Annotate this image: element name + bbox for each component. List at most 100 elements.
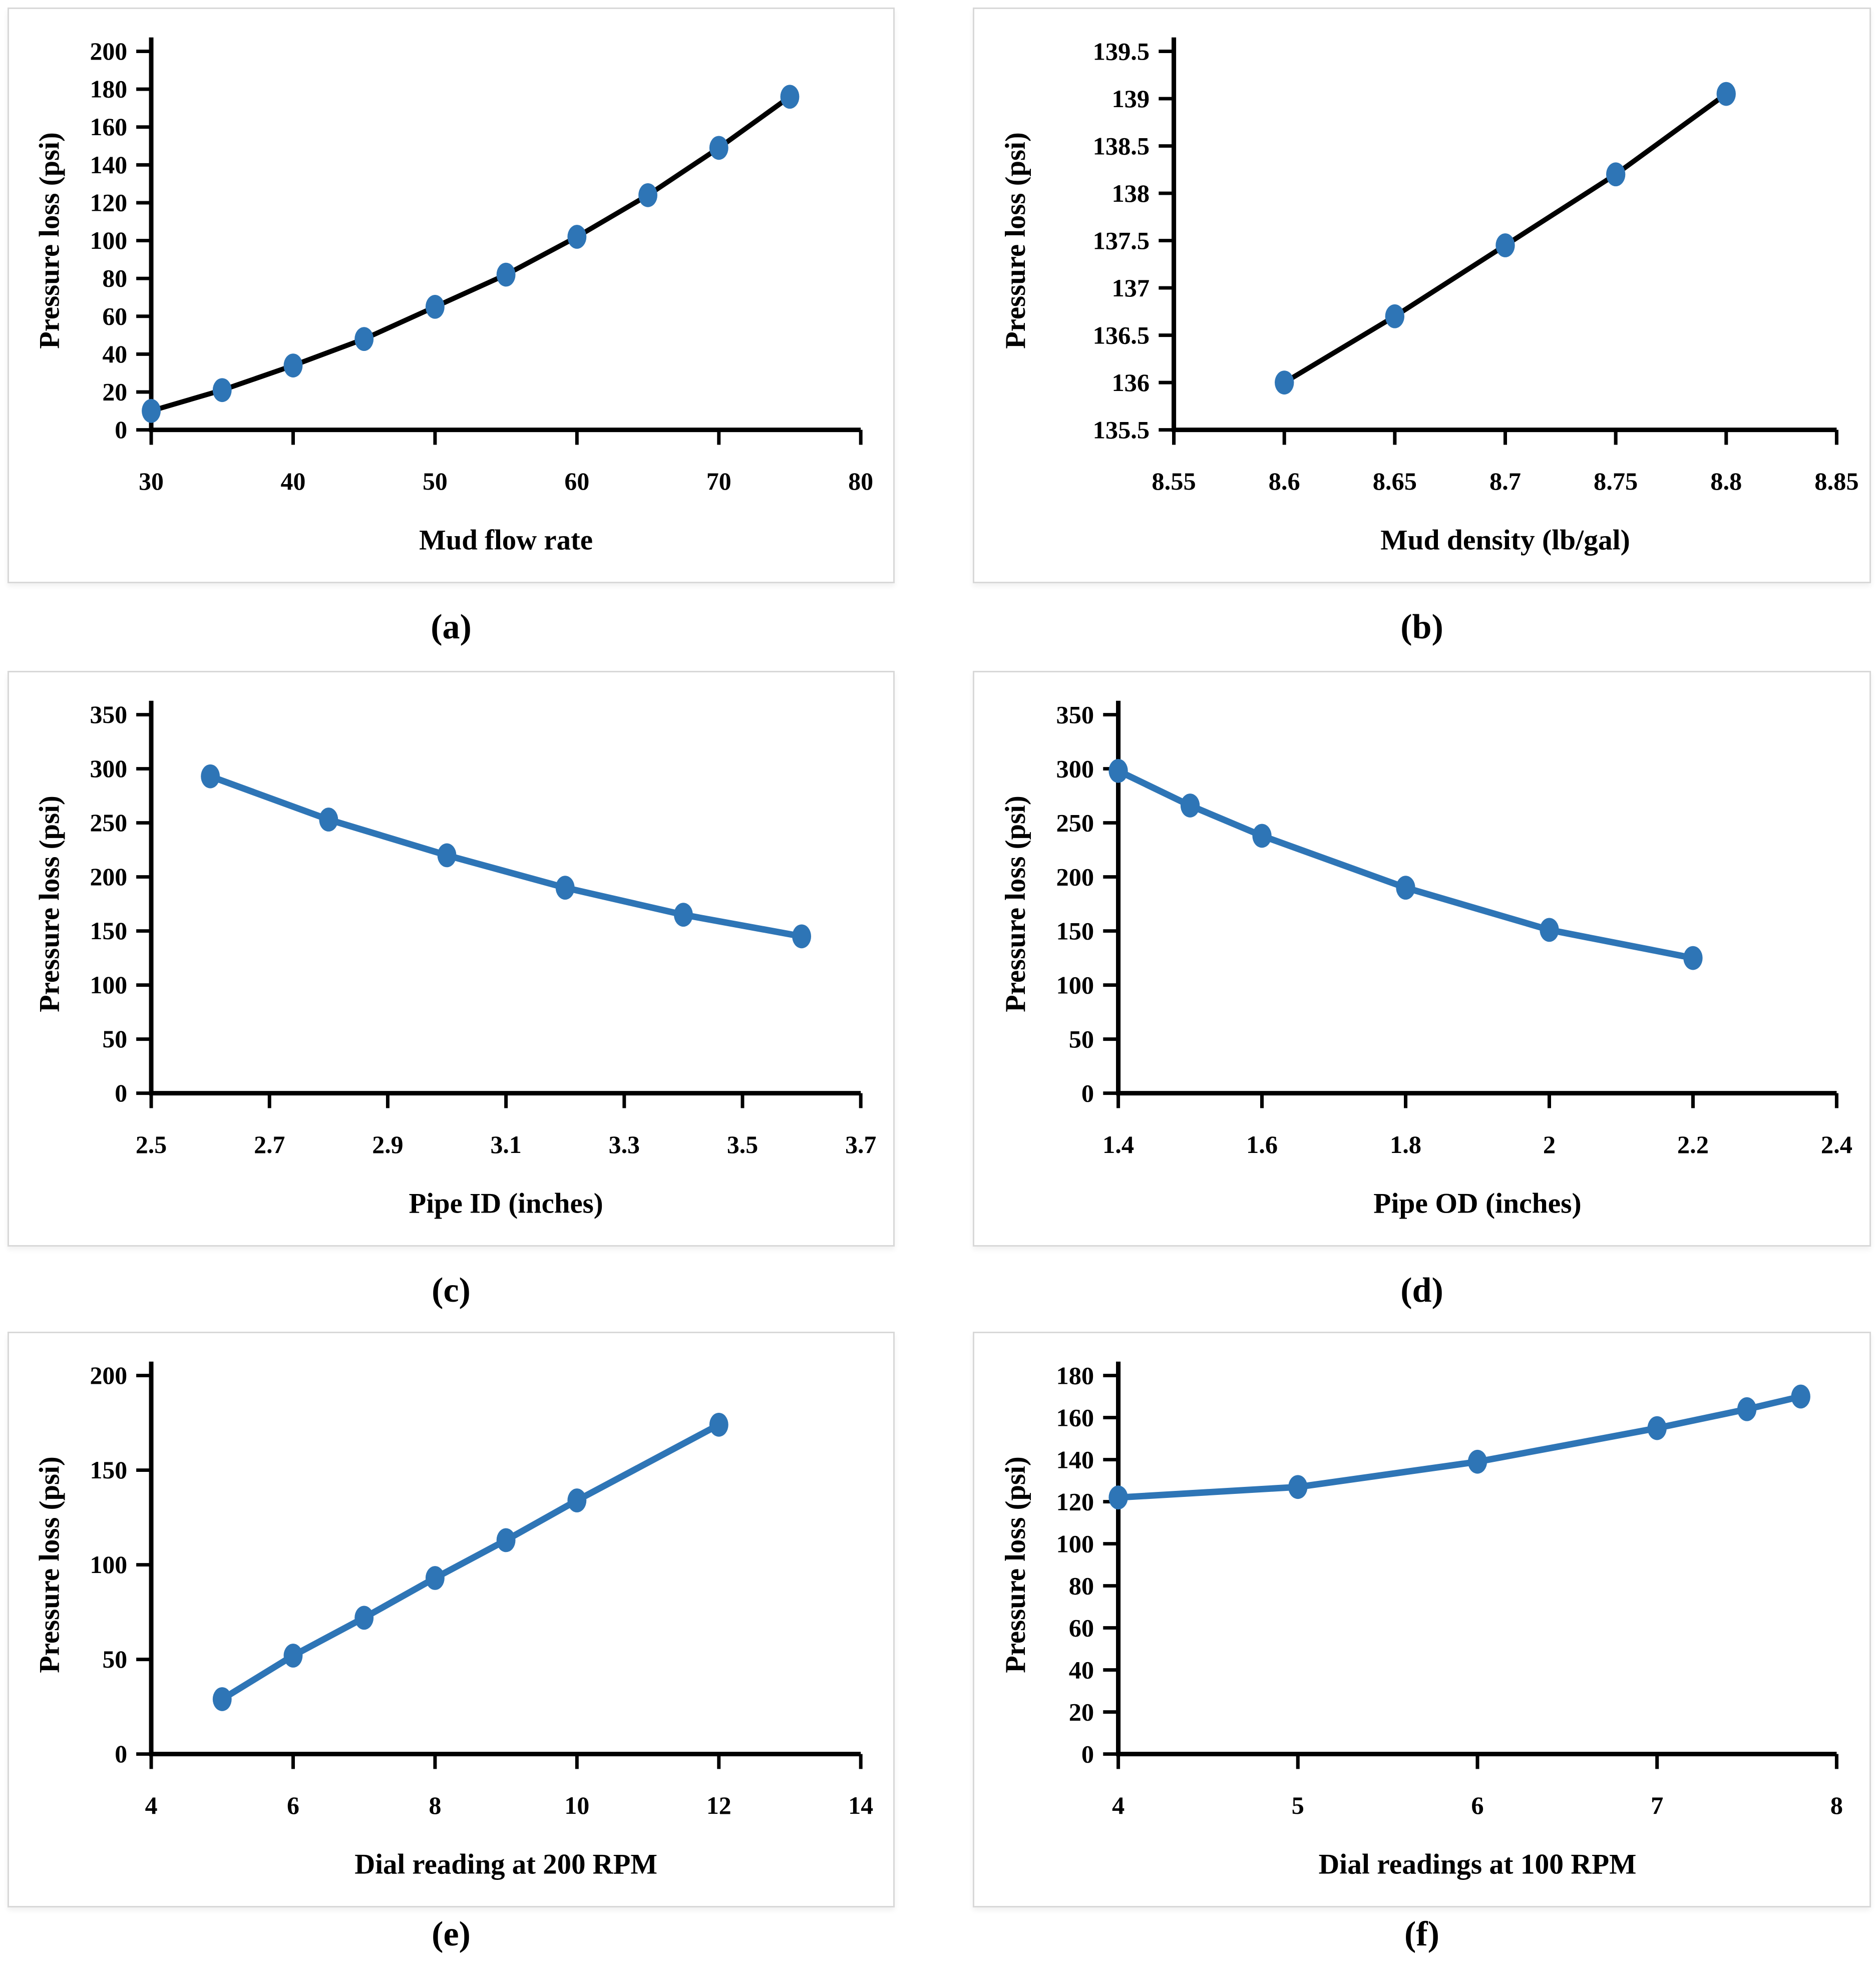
y-tick-label: 150 [90, 1456, 127, 1484]
x-axis-title: Mud density (lb/gal) [1380, 525, 1630, 556]
data-point [425, 295, 445, 319]
y-tick-label: 136.5 [1093, 321, 1150, 349]
figure-block-c: 0 50 100 150 200 250 300 350 2.5 2.7 2.9 3.1 3.3 3.5 3… [8, 671, 895, 1334]
y-tick-label: 0 [115, 1740, 127, 1768]
y-tick-label: 150 [90, 917, 127, 945]
y-axis-title: Pressure loss (psi) [1000, 796, 1031, 1012]
data-point [638, 183, 658, 207]
chart-a-pressure-loss-vs-mud-flow-rate: 0 20 40 60 80 100 120 140 160 180 200 30 40 50 60 70 80 M… [9, 9, 893, 582]
y-tick-label: 60 [1069, 1614, 1094, 1642]
chart-svg: 135.5 136 136.5 137 137.5 138 138.5 139 139.5 8.5… [1000, 37, 1859, 556]
y-axis-title: Pressure loss (psi) [34, 796, 66, 1012]
x-tick-label: 5 [1292, 1791, 1304, 1819]
y-tick-label: 350 [1056, 701, 1094, 729]
caption-d: (d) [1400, 1271, 1443, 1310]
y-tick-label: 0 [115, 416, 127, 444]
x-tick-label: 8.85 [1814, 467, 1858, 495]
data-point [780, 85, 800, 109]
x-tick-label: 2.7 [254, 1131, 285, 1158]
data-point [1108, 758, 1128, 783]
y-tick-label: 0 [115, 1079, 127, 1107]
y-tick-label: 200 [90, 38, 127, 65]
data-line [1115, 1393, 1804, 1501]
chart-e-pressure-loss-vs-dial-200rpm: 0 50 100 150 200 4 6 8 10 12 14 Dial reading at 200… [9, 1333, 893, 1906]
data-point [1647, 1416, 1667, 1440]
chart-svg: 0 50 100 150 200 4 6 8 10 12 14 Dial reading at 200… [34, 1361, 873, 1880]
data-point [1791, 1384, 1810, 1409]
y-tick-label: 100 [1056, 1530, 1094, 1558]
x-tick-label: 60 [564, 468, 589, 495]
y-tick-label: 350 [90, 701, 127, 728]
data-point [567, 1488, 587, 1512]
chart-panel-f: 0 20 40 60 80 100 120 140 160 180 4 5 6 7 8 Dial readin… [973, 1332, 1871, 1907]
x-tick-label: 3.5 [727, 1131, 758, 1158]
data-point [567, 225, 587, 249]
x-tick-label: 8.7 [1489, 467, 1521, 495]
data-line [149, 94, 793, 414]
data-point [496, 1528, 516, 1552]
y-tick-label: 20 [102, 378, 127, 406]
x-tick-label: 40 [281, 468, 306, 495]
x-tick-label: 2.9 [372, 1131, 403, 1158]
y-tick-label: 120 [1056, 1488, 1094, 1516]
x-tick-label: 4 [145, 1792, 158, 1819]
data-point [1716, 82, 1736, 106]
data-point [437, 843, 457, 868]
y-tick-label: 160 [90, 113, 127, 141]
x-tick-label: 8.55 [1152, 467, 1196, 495]
x-tick-label: 50 [423, 468, 448, 495]
x-tick-label: 1.8 [1390, 1130, 1421, 1158]
data-point [1180, 794, 1200, 818]
data-point [425, 1566, 445, 1590]
figure-block-e: 0 50 100 150 200 4 6 8 10 12 14 Dial reading at 200… [8, 1332, 895, 1961]
y-tick-label: 100 [90, 1551, 127, 1579]
chart-panel-d: 0 50 100 150 200 250 300 350 1.4 1.6 1.8 2 2.2 2.4 Pip… [973, 671, 1871, 1247]
chart-panel-b: 135.5 136 136.5 137 137.5 138 138.5 139 139.5 8.5… [973, 8, 1871, 583]
data-point [201, 764, 220, 789]
data-point [792, 924, 812, 949]
data-line [1115, 767, 1697, 962]
x-tick-label: 8 [429, 1792, 441, 1819]
x-tick-label: 14 [848, 1792, 873, 1819]
y-tick-label: 160 [1056, 1404, 1094, 1432]
data-point [319, 808, 338, 832]
figure-block-d: 0 50 100 150 200 250 300 350 1.4 1.6 1.8 2 2.2 2.4 Pip… [973, 671, 1871, 1334]
chart-svg: 0 50 100 150 200 250 300 350 1.4 1.6 1.8 2 2.2 2.4 Pip… [1000, 700, 1852, 1219]
x-tick-label: 2.4 [1821, 1130, 1852, 1158]
chart-d-pressure-loss-vs-pipe-od: 0 50 100 150 200 250 300 350 1.4 1.6 1.8 2 2.2 2.4 Pip… [974, 672, 1869, 1245]
y-axis-title: Pressure loss (psi) [1000, 132, 1031, 349]
x-tick-label: 1.6 [1246, 1130, 1278, 1158]
data-point [709, 1412, 728, 1437]
y-tick-label: 40 [102, 340, 127, 368]
y-tick-label: 0 [1081, 1740, 1094, 1768]
data-point [1275, 370, 1294, 395]
x-tick-label: 8.8 [1710, 467, 1742, 495]
y-axis-title: Pressure loss (psi) [1000, 1456, 1031, 1673]
x-tick-label: 8 [1830, 1791, 1843, 1819]
data-point [283, 1644, 303, 1668]
x-axis-title: Pipe ID (inches) [409, 1188, 603, 1219]
chart-c-pressure-loss-vs-pipe-id: 0 50 100 150 200 250 300 350 2.5 2.7 2.9 3.1 3.3 3.5 3… [9, 672, 893, 1245]
y-tick-label: 50 [1069, 1025, 1094, 1053]
data-point [354, 327, 374, 351]
caption-b: (b) [1400, 607, 1443, 646]
chart-svg: 0 20 40 60 80 100 120 140 160 180 200 30 40 50 60 70 80 M… [34, 37, 873, 556]
data-point [709, 136, 728, 160]
y-tick-label: 137.5 [1093, 227, 1150, 255]
y-tick-label: 139 [1111, 85, 1150, 113]
y-tick-label: 80 [1069, 1572, 1094, 1600]
x-axis-title: Dial reading at 200 RPM [354, 1848, 657, 1880]
y-tick-label: 139.5 [1093, 38, 1150, 66]
x-tick-label: 7 [1651, 1791, 1663, 1819]
data-point [1288, 1475, 1308, 1499]
y-tick-label: 50 [102, 1025, 127, 1053]
x-tick-label: 6 [1471, 1791, 1483, 1819]
y-tick-label: 250 [90, 809, 127, 837]
y-tick-label: 180 [90, 76, 127, 103]
x-tick-label: 1.4 [1102, 1130, 1134, 1158]
y-tick-label: 200 [90, 1362, 127, 1389]
data-point [1467, 1449, 1487, 1474]
y-axis-title: Pressure loss (psi) [34, 132, 66, 349]
y-tick-label: 140 [90, 151, 127, 179]
y-tick-label: 135.5 [1093, 416, 1150, 444]
